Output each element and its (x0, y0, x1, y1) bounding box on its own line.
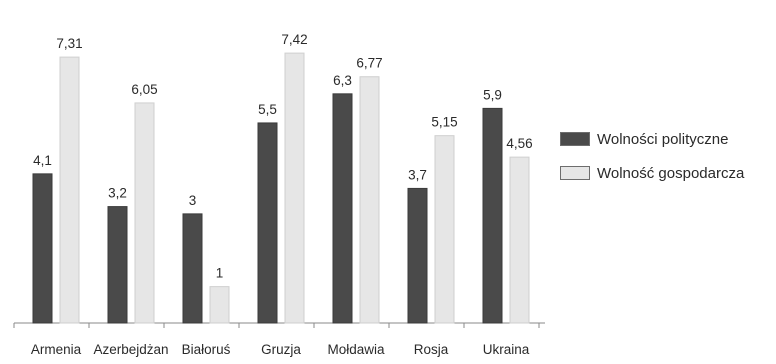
bar-series-1-7 (482, 107, 503, 324)
bar-series-1-1 (32, 173, 53, 324)
x-tick-label-4: Gruzja (261, 342, 301, 357)
data-label-series-2-1: 7,31 (56, 36, 82, 51)
data-label-series-2-3: 1 (216, 266, 224, 281)
bar-series-2-1 (59, 56, 80, 324)
data-label-series-1-4: 5,5 (258, 102, 277, 117)
legend-label-series-1: Wolności polityczne (597, 130, 729, 148)
legend-swatch-series-2 (560, 166, 590, 180)
data-label-series-1-1: 4,1 (33, 153, 52, 168)
bar-series-1-6 (407, 187, 428, 324)
data-label-series-1-3: 3 (189, 193, 197, 208)
data-label-series-1-2: 3,2 (108, 186, 127, 201)
legend-swatch-series-1 (560, 132, 590, 146)
legend-label-series-2: Wolność gospodarcza (597, 164, 745, 182)
bar-series-1-2 (107, 206, 128, 324)
bar-series-1-3 (182, 213, 203, 324)
data-label-series-2-2: 6,05 (131, 82, 157, 97)
bar-series-2-4 (284, 52, 305, 324)
x-tick-label-6: Rosja (414, 342, 449, 357)
legend: Wolności polityczne Wolność gospodarcza (560, 128, 744, 196)
bar-series-2-2 (134, 102, 155, 324)
data-label-series-1-5: 6,3 (333, 73, 352, 88)
data-label-series-2-6: 5,15 (431, 115, 457, 130)
legend-item-series-2: Wolność gospodarcza (560, 162, 744, 184)
data-label-series-1-6: 3,7 (408, 167, 427, 182)
legend-item-series-1: Wolności polityczne (560, 128, 744, 150)
x-tick-label-5: Mołdawia (327, 342, 385, 357)
x-tick-label-3: Białoruś (182, 342, 231, 357)
bar-series-2-5 (359, 76, 380, 324)
bar-series-2-3 (209, 286, 230, 324)
bar-series-2-6 (434, 135, 455, 324)
data-label-series-2-5: 6,77 (356, 56, 382, 71)
bar-series-2-7 (509, 156, 530, 324)
data-label-series-2-7: 4,56 (506, 136, 532, 151)
data-label-series-2-4: 7,42 (281, 32, 307, 47)
x-tick-label-1: Armenia (31, 342, 82, 357)
x-tick-label-7: Ukraina (483, 342, 530, 357)
bar-series-1-5 (332, 93, 353, 324)
x-tick-label-2: Azerbejdżan (93, 342, 168, 357)
bar-series-1-4 (257, 122, 278, 324)
data-label-series-1-7: 5,9 (483, 87, 502, 102)
